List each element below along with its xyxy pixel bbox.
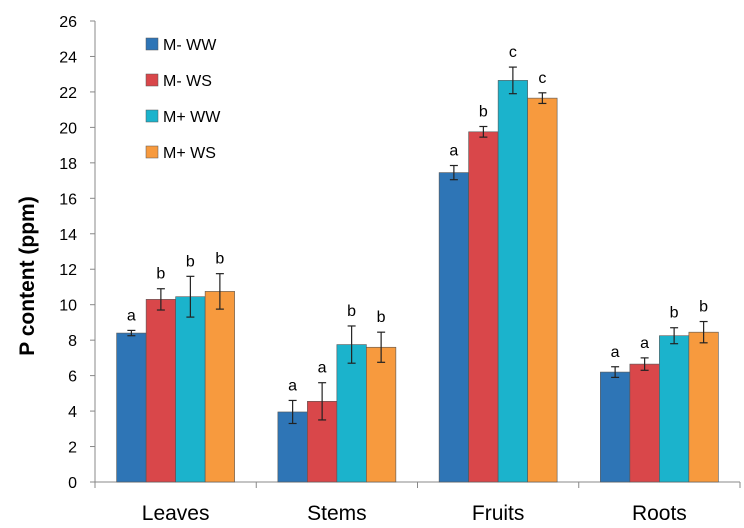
legend-swatch bbox=[145, 109, 159, 123]
y-tick-label: 24 bbox=[59, 49, 77, 66]
bar bbox=[204, 291, 235, 483]
x-tick-label: Leaves bbox=[142, 502, 210, 525]
legend-label: M- WS bbox=[163, 73, 212, 90]
significance-label: a bbox=[640, 335, 649, 352]
significance-label: b bbox=[186, 253, 195, 270]
bar bbox=[438, 172, 469, 483]
bar bbox=[175, 296, 206, 483]
y-tick-label: 0 bbox=[68, 475, 77, 492]
bar bbox=[629, 363, 660, 483]
significance-label: c bbox=[538, 70, 546, 87]
bar bbox=[366, 346, 397, 483]
y-tick-label: 12 bbox=[59, 262, 77, 279]
y-tick-label: 22 bbox=[59, 85, 77, 102]
x-tick-label: Stems bbox=[307, 502, 367, 525]
significance-label: b bbox=[377, 309, 386, 326]
y-tick-label: 6 bbox=[68, 369, 77, 386]
y-tick-label: 20 bbox=[59, 120, 77, 137]
significance-label: a bbox=[611, 344, 620, 361]
significance-label: b bbox=[215, 251, 224, 268]
bar bbox=[336, 344, 367, 483]
y-tick-label: 18 bbox=[59, 156, 77, 173]
significance-label: b bbox=[670, 305, 679, 322]
bar bbox=[688, 331, 719, 483]
bar bbox=[116, 332, 147, 483]
bars bbox=[116, 66, 719, 483]
legend-label: M+ WS bbox=[163, 145, 216, 162]
bar bbox=[497, 80, 528, 483]
legend-swatch bbox=[145, 37, 159, 51]
legend-label: M- WW bbox=[163, 37, 217, 54]
significance-label: a bbox=[127, 307, 136, 324]
x-tick-label: Fruits bbox=[472, 502, 525, 525]
significance-label: a bbox=[449, 143, 458, 160]
significance-label: c bbox=[509, 44, 517, 61]
significance-label: b bbox=[156, 266, 165, 283]
bar bbox=[527, 97, 558, 483]
legend-swatch bbox=[145, 73, 159, 87]
significance-label: a bbox=[318, 360, 327, 377]
y-tick-label: 10 bbox=[59, 298, 77, 315]
bar bbox=[145, 299, 176, 483]
y-tick-label: 16 bbox=[59, 191, 77, 208]
y-tick-label: 8 bbox=[68, 333, 77, 350]
bar bbox=[468, 131, 499, 483]
legend: M- WW M- WS M+ WW M+ WS bbox=[145, 37, 221, 162]
significance-label: b bbox=[347, 303, 356, 320]
y-axis-label: P content (ppm) bbox=[16, 196, 39, 355]
legend-label: M+ WW bbox=[163, 109, 221, 126]
legend-swatch bbox=[145, 145, 159, 159]
y-tick-label: 26 bbox=[59, 14, 77, 31]
bar bbox=[659, 335, 690, 483]
y-tick-label: 14 bbox=[59, 227, 77, 244]
labels: Leaves a b b b Stems a a b b Fruits a b c c Roots a a b b bbox=[127, 44, 708, 525]
bar bbox=[600, 371, 631, 483]
significance-label: b bbox=[479, 103, 488, 120]
significance-label: a bbox=[288, 377, 297, 394]
y-tick-label: 4 bbox=[68, 404, 77, 421]
y-tick-label: 2 bbox=[68, 440, 77, 457]
x-tick-label: Roots bbox=[632, 502, 687, 525]
significance-label: b bbox=[699, 299, 708, 316]
